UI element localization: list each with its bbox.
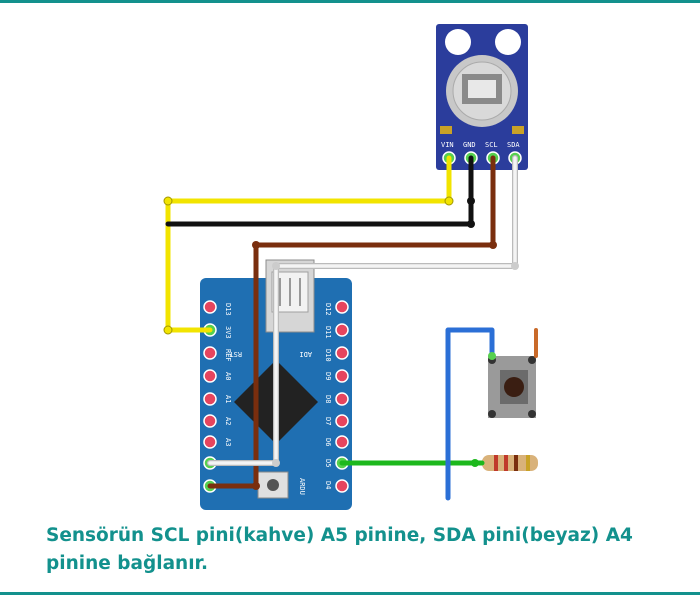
arduino-board-labels: RST ADI ARDU: [229, 350, 312, 495]
caption-line-2: pinine bağlanır.: [46, 553, 209, 574]
pin-label-d13: D13: [224, 303, 232, 316]
pin-label-a3: A3: [224, 438, 232, 446]
pin-label-d9: D9: [324, 372, 332, 380]
arduino-right-pin-holes: [335, 300, 349, 493]
pin-label-d10: D10: [324, 349, 332, 362]
pin-label-d5: D5: [324, 459, 332, 467]
bottom-border: [0, 592, 700, 595]
wire-nodes: [163, 196, 519, 490]
sensor-pin-labels: VIN GND SCL SDA: [441, 141, 520, 149]
wire-black-gnd: [165, 155, 474, 227]
label-rst: RST: [229, 350, 242, 358]
top-border: [0, 0, 700, 3]
caption-line-1: Sensörün SCL pini(kahve) A5 pinine, SDA …: [46, 525, 633, 546]
pin-label-d11: D11: [324, 326, 332, 339]
pin-label-a1: A1: [224, 395, 232, 403]
sensor-label-sda: SDA: [507, 141, 520, 149]
sensor-label-scl: SCL: [485, 141, 498, 149]
label-adi: ADI: [299, 350, 312, 358]
pin-label-d12: D12: [324, 303, 332, 316]
caption: Sensörün SCL pini(kahve) A5 pinine, SDA …: [46, 522, 676, 578]
pin-label-d8: D8: [324, 395, 332, 403]
resistor: [482, 455, 538, 471]
sensor-label-gnd: GND: [463, 141, 476, 149]
push-button: [488, 356, 536, 418]
pin-label-a0: A0: [224, 372, 232, 380]
arduino-left-labels: D13 3V3 REF A0 A1 A2 A3: [224, 303, 232, 446]
sensor-module: [436, 24, 528, 170]
wire-blue: [445, 327, 495, 501]
pin-label-ref: REF: [224, 349, 232, 362]
arduino-right-labels: D12 D11 D10 D9 D8 D7 D6 D5 D4: [324, 303, 332, 489]
sensor-label-vin: VIN: [441, 141, 454, 149]
pin-label-3v3: 3V3: [224, 326, 232, 339]
circuit-diagram: D13 3V3 REF A0 A1 A2 A3 D12 D11 D10 D9 D…: [163, 24, 538, 510]
pin-label-a2: A2: [224, 417, 232, 425]
label-ardu: ARDU: [298, 478, 306, 495]
pin-label-d4: D4: [324, 481, 332, 489]
pin-label-d6: D6: [324, 438, 332, 446]
pin-label-d7: D7: [324, 417, 332, 425]
